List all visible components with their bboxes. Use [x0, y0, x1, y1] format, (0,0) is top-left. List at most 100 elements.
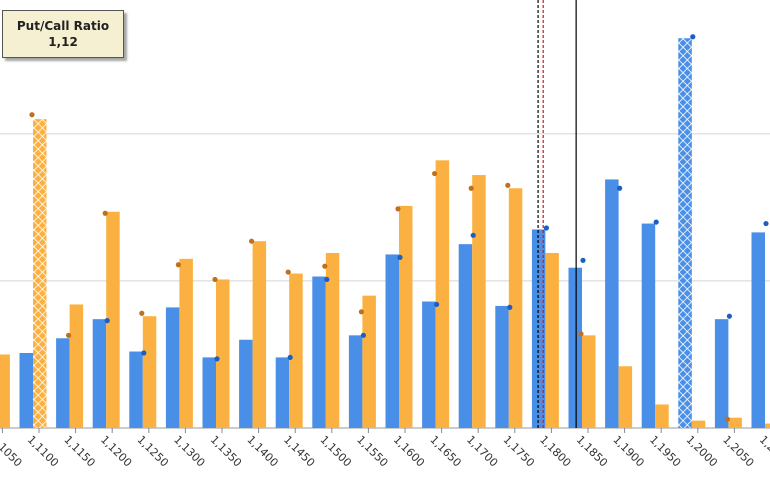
bar	[582, 335, 596, 428]
x-tick-label: 1,1950	[647, 433, 683, 469]
x-tick-label: 1,1800	[537, 433, 573, 469]
put-call-ratio-box: Put/Call Ratio 1,12	[2, 10, 124, 58]
dot-marker	[214, 356, 220, 362]
bar	[239, 339, 253, 428]
x-tick-label: 1,2000	[684, 433, 720, 469]
x-tick-label: 1,1450	[281, 433, 317, 469]
bar	[765, 423, 770, 428]
dot-marker	[578, 331, 584, 337]
bar	[129, 351, 143, 428]
bar	[275, 357, 290, 428]
dot-marker	[324, 276, 330, 283]
bar	[435, 160, 450, 428]
dot-marker	[763, 220, 769, 227]
dot-marker	[468, 185, 474, 191]
bar	[458, 244, 473, 428]
bar	[655, 404, 669, 428]
x-tick-label: 1,1300	[171, 433, 207, 469]
bar	[106, 211, 120, 428]
dot-marker	[249, 238, 255, 244]
x-tick-label: 1,1200	[98, 433, 134, 469]
x-tick-label: 1,1100	[25, 433, 61, 469]
x-tick-label: 1,1500	[318, 433, 354, 469]
bar	[508, 188, 523, 428]
dot-marker	[212, 276, 218, 283]
bar	[165, 307, 180, 428]
dot-marker	[395, 206, 401, 212]
bar	[289, 273, 303, 428]
dot-marker	[724, 416, 731, 422]
bar	[678, 38, 692, 429]
dot-marker	[66, 332, 72, 338]
bar	[472, 175, 486, 428]
x-tick-label: 1,1600	[391, 433, 427, 469]
dot-marker	[690, 34, 696, 40]
dot-marker	[322, 263, 328, 269]
bar	[618, 366, 633, 428]
dot-marker	[434, 301, 440, 308]
dot-marker	[287, 354, 293, 361]
bar	[252, 241, 267, 428]
dot-marker	[653, 219, 659, 225]
x-tick-label: 1,1250	[135, 433, 171, 469]
x-tick-label: 1,2050	[720, 433, 756, 469]
x-tick-label: 1,1400	[244, 433, 280, 469]
bar	[422, 301, 436, 428]
dot-marker	[139, 310, 145, 316]
x-tick-label: 1,1750	[501, 433, 537, 469]
bar	[325, 252, 340, 428]
bar	[714, 319, 729, 428]
bar	[568, 267, 582, 428]
put-call-ratio-value: 1,12	[48, 35, 78, 49]
dot-marker	[505, 182, 511, 188]
bar	[142, 316, 157, 428]
dot-marker	[360, 332, 366, 338]
x-tick-label: 1,1650	[427, 433, 463, 469]
dot-marker	[543, 225, 550, 231]
bar	[312, 276, 326, 428]
bar	[545, 252, 559, 428]
bar	[69, 304, 84, 428]
dot-marker	[175, 262, 181, 268]
x-tick-label: 1,1700	[464, 433, 500, 469]
bar	[362, 295, 376, 428]
bar	[33, 119, 47, 428]
put-call-ratio-label: Put/Call Ratio	[16, 19, 110, 33]
dot-marker	[432, 170, 438, 177]
dot-marker	[102, 210, 108, 216]
bar	[691, 420, 706, 428]
dot-marker	[29, 112, 35, 118]
bar	[751, 232, 765, 428]
bar	[641, 223, 656, 428]
dot-marker	[617, 185, 623, 191]
dot-marker	[397, 254, 403, 260]
dot-marker	[104, 318, 110, 324]
dot-marker	[726, 313, 733, 319]
x-tick-label: 1,1850	[574, 433, 610, 469]
x-tick-label: 1,1150	[61, 433, 97, 469]
dot-marker	[285, 269, 291, 275]
bar	[19, 352, 33, 428]
bar	[385, 254, 399, 428]
bar	[495, 305, 509, 428]
x-tick-label: 1,1550	[354, 433, 390, 469]
grid	[0, 133, 770, 429]
x-tick-label: 1,2100	[757, 433, 770, 469]
bar	[179, 258, 193, 428]
bar	[202, 357, 216, 428]
x-tick-label: 1,1900	[610, 433, 646, 469]
dot-marker	[470, 232, 476, 238]
dot-marker	[507, 304, 513, 310]
dot-marker	[358, 309, 364, 315]
bar	[216, 279, 230, 428]
bar	[531, 229, 546, 428]
bar	[0, 354, 10, 428]
bar	[728, 417, 742, 428]
bar	[92, 319, 107, 428]
dot-marker	[141, 350, 147, 356]
bar	[348, 335, 363, 428]
dot-marker	[580, 257, 586, 263]
bar	[56, 338, 70, 428]
